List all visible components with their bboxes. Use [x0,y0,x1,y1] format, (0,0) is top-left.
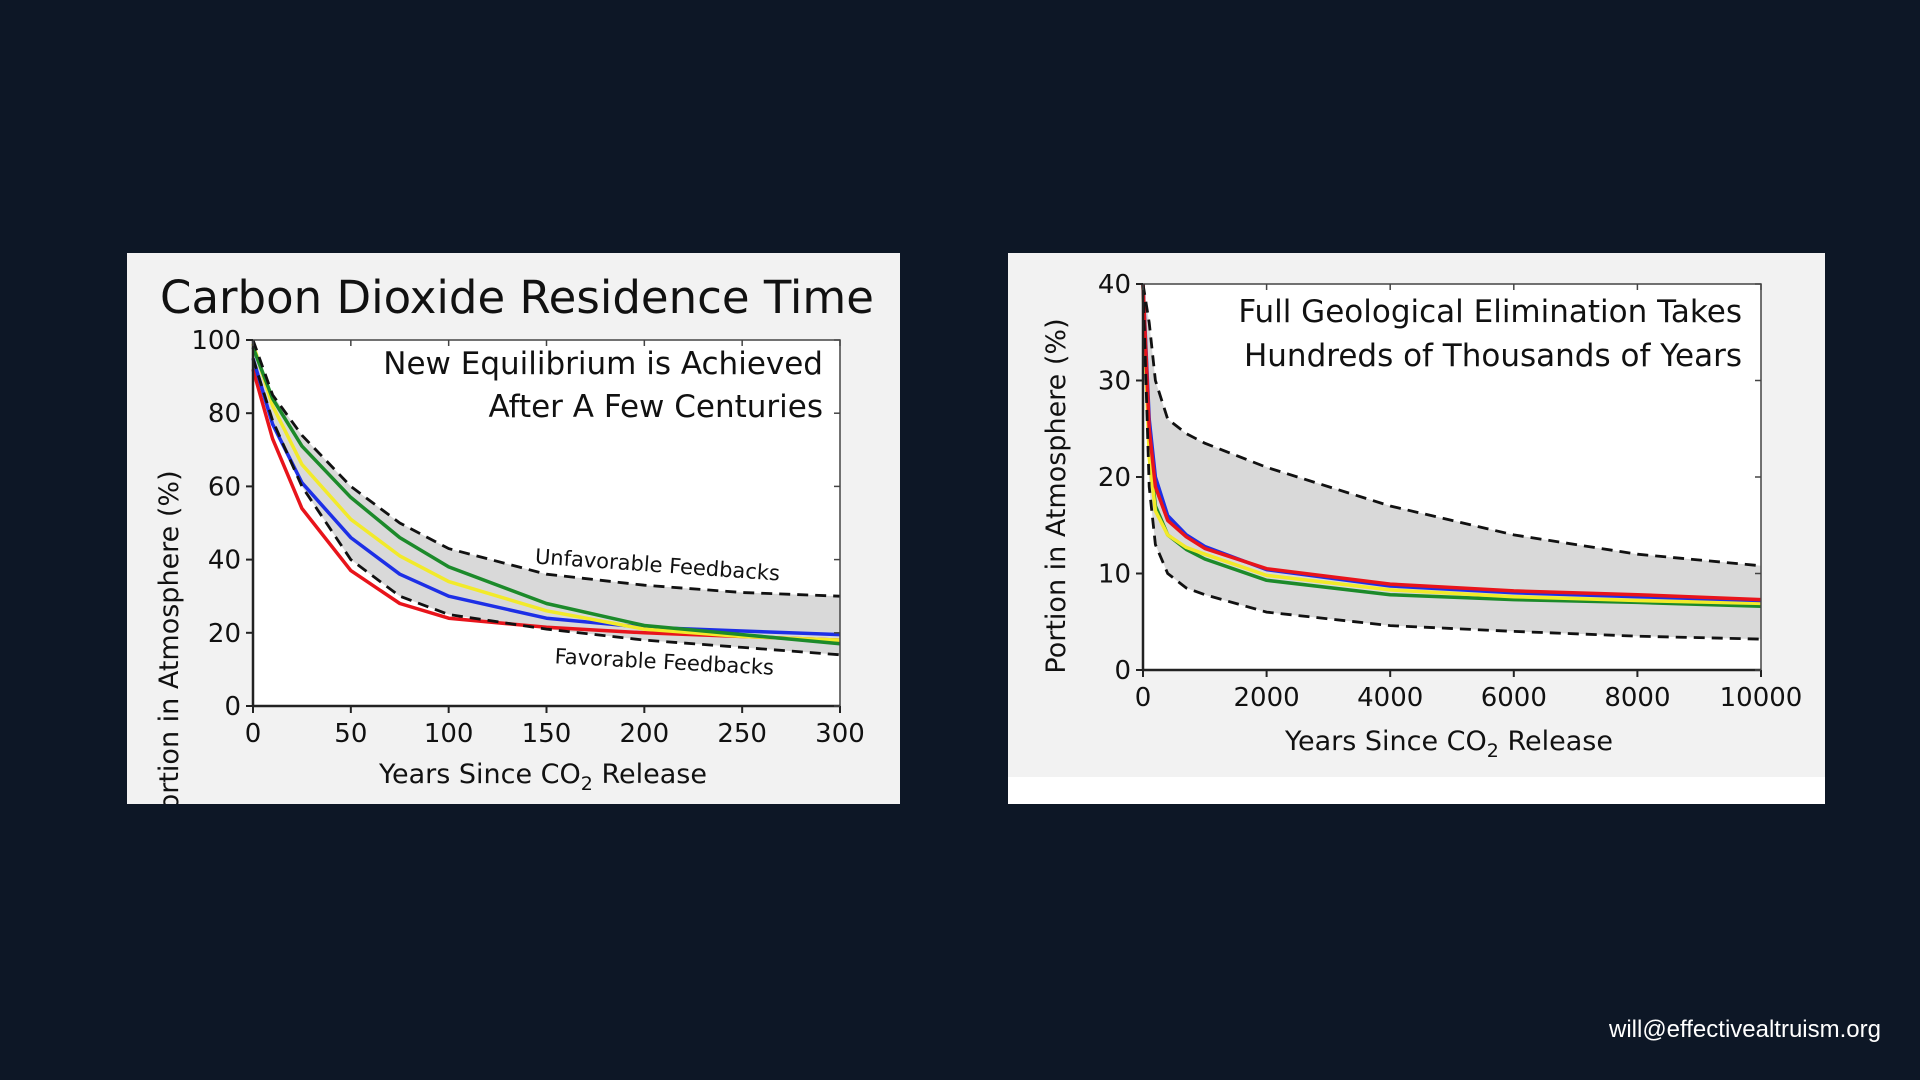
chart-annotation-line-2: Hundreds of Thousands of Years [1244,338,1742,374]
x-axis-label-main: Years Since CO [378,759,581,790]
chart-residence-time: 0 50 100 150 200 250 300 0 20 40 60 80 100 Carbon Di… [154,271,874,804]
x-axis-label-subscript: 2 [581,773,593,795]
x-tick-label: 2000 [1234,683,1300,713]
series-line-yellow [1141,283,1762,606]
y-tick-label: 60 [208,472,241,502]
y-tick-label: 20 [208,619,241,649]
band-lower-dashed-line [251,357,841,657]
x-axis-label-tail: Release [593,759,707,790]
x-axis-label-subscript: 2 [1487,740,1499,762]
x-tick-label: 0 [245,719,262,749]
plot-area: 0 50 100 150 200 250 300 0 20 40 60 80 100 [191,326,864,749]
y-tick-label: 10 [1098,560,1131,590]
chart-annotation-line-1: New Equilibrium is Achieved [383,346,823,382]
series-line-red [1141,283,1762,602]
series-line-yellow [251,343,841,642]
x-tick-label: 8000 [1604,683,1670,713]
x-tick-label: 150 [522,719,572,749]
y-tick-label: 0 [224,692,241,722]
x-tick-label: 100 [424,719,474,749]
y-tick-label: 0 [1114,656,1131,686]
x-tick-label: 300 [815,719,865,749]
x-tick-label: 200 [620,719,670,749]
series-line-red [251,368,841,642]
chart-title: Carbon Dioxide Residence Time [160,271,874,324]
y-tick-label: 40 [1098,270,1131,300]
chart-annotation-line-1: Full Geological Elimination Takes [1238,294,1742,330]
x-tick-label: 4000 [1357,683,1423,713]
chart-panel-residence-time: 0 50 100 150 200 250 300 0 20 40 60 80 100 Carbon Di… [127,253,900,804]
chart-panel-geological-elimination: 0 2000 4000 6000 8000 10000 0 10 20 30 40 Full Geo… [1008,253,1825,804]
y-tick-label: 20 [1098,463,1131,493]
uncertainty-band [253,340,840,655]
y-tick-label: 30 [1098,367,1131,397]
y-axis-label: Portion in Atmosphere (%) [1041,318,1072,673]
panel-bottom-strip [1008,777,1825,804]
x-tick-label: 50 [334,719,367,749]
x-tick-label: 6000 [1481,683,1547,713]
x-axis-label: Years Since CO2 Release [378,759,707,795]
chart-annotation-line-2: After A Few Centuries [488,389,823,425]
x-axis-label: Years Since CO2 Release [1284,726,1613,762]
plot-area: 0 2000 4000 6000 8000 10000 0 10 20 30 40 [1098,270,1802,713]
y-axis-label: Portion in Atmosphere (%) [154,470,185,804]
band-upper-dashed-line [251,339,841,598]
series-line-green [251,346,841,646]
y-tick-label: 100 [191,326,241,356]
x-tick-label: 250 [717,719,767,749]
x-axis-label-main: Years Since CO [1284,726,1487,757]
x-tick-label: 10000 [1720,683,1803,713]
y-tick-label: 80 [208,399,241,429]
x-axis-label-tail: Release [1499,726,1613,757]
footer-email[interactable]: will@effectivealtruism.org [1608,1016,1881,1043]
chart-geological-elimination: 0 2000 4000 6000 8000 10000 0 10 20 30 40 Full Geo… [1041,270,1802,762]
band-lower-dashed-line [1141,283,1762,641]
band-upper-dashed-line [1141,283,1762,568]
y-tick-label: 40 [208,546,241,576]
x-tick-label: 0 [1135,683,1152,713]
